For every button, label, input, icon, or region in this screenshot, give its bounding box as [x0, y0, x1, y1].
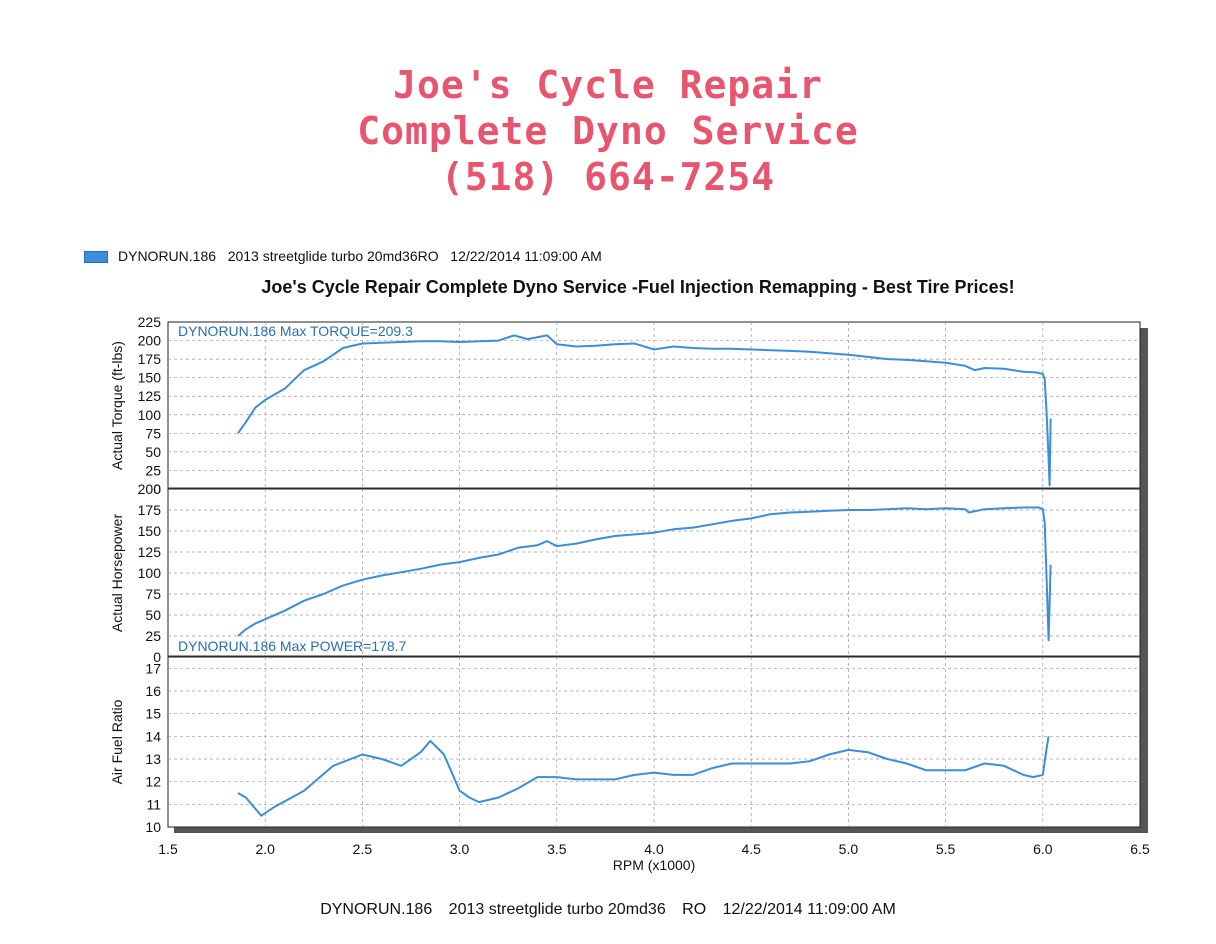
chart-shadow-bottom [174, 827, 1148, 833]
x-tick-label: 6.5 [1130, 841, 1150, 857]
chart-title: Joe's Cycle Repair Complete Dyno Service… [261, 277, 1015, 297]
shop-service: Complete Dyno Service [357, 109, 859, 153]
y-tick-label: 125 [138, 544, 162, 560]
series-line [237, 506, 1052, 642]
y-tick-label: 75 [145, 425, 161, 441]
shop-phone: (518) 664-7254 [440, 155, 776, 199]
y-tick-label: 175 [138, 502, 162, 518]
footer-run: DYNORUN.186 [320, 901, 433, 918]
y-tick-label: 0 [153, 649, 161, 665]
series-line [237, 736, 1050, 817]
x-tick-label: 5.5 [936, 841, 956, 857]
shop-header: Joe's Cycle Repair Complete Dyno Service… [0, 62, 1216, 200]
y-axis-label: Actual Torque (ft-lbs) [109, 341, 125, 470]
y-axis-label: Air Fuel Ratio [109, 699, 125, 784]
x-axis-label: RPM (x1000) [613, 857, 695, 873]
x-tick-label: 3.0 [450, 841, 470, 857]
y-tick-label: 11 [146, 796, 161, 812]
x-tick-label: 5.0 [839, 841, 859, 857]
y-axis-label: Actual Horsepower [109, 514, 125, 633]
legend-run: DYNORUN.186 [118, 248, 217, 264]
y-tick-label: 50 [145, 607, 161, 623]
x-tick-label: 4.5 [741, 841, 761, 857]
y-tick-label: 150 [138, 370, 162, 386]
footer: DYNORUN.186 2013 streetglide turbo 20md3… [0, 901, 1216, 919]
legend-desc: 2013 streetglide turbo 20md36RO [227, 248, 439, 264]
y-tick-label: 200 [138, 333, 162, 349]
y-tick-label: 25 [145, 462, 161, 478]
y-tick-label: 150 [138, 523, 162, 539]
y-tick-label: 100 [138, 407, 162, 423]
panel-annotation: DYNORUN.186 Max TORQUE=209.3 [178, 323, 413, 339]
y-tick-label: 100 [138, 565, 162, 581]
x-tick-label: 4.0 [644, 841, 664, 857]
y-tick-label: 50 [145, 444, 161, 460]
footer-code: RO [682, 901, 707, 918]
series-line [237, 334, 1052, 487]
y-tick-label: 25 [145, 628, 161, 644]
chart-shadow-right [1140, 328, 1148, 833]
x-tick-label: 3.5 [547, 841, 567, 857]
x-tick-label: 2.0 [255, 841, 275, 857]
legend-swatch-icon [84, 251, 108, 264]
y-tick-label: 125 [138, 388, 162, 404]
y-tick-label: 13 [145, 751, 161, 767]
y-tick-label: 225 [138, 314, 162, 330]
legend-datetime: 12/22/2014 11:09:00 AM [450, 248, 602, 264]
legend: DYNORUN.186 2013 streetglide turbo 20md3… [84, 248, 602, 264]
y-tick-label: 16 [145, 683, 161, 699]
x-tick-label: 6.0 [1033, 841, 1053, 857]
y-tick-label: 15 [145, 706, 161, 722]
y-tick-label: 75 [145, 586, 161, 602]
y-tick-label: 14 [145, 728, 161, 744]
y-tick-label: 17 [145, 660, 161, 676]
y-tick-label: 175 [138, 351, 162, 367]
y-tick-label: 12 [145, 774, 161, 790]
footer-datetime: 12/22/2014 11:09:00 AM [722, 901, 896, 918]
y-tick-label: 200 [138, 481, 162, 497]
panel-annotation: DYNORUN.186 Max POWER=178.7 [178, 638, 407, 654]
x-tick-label: 2.5 [353, 841, 373, 857]
y-tick-label: 10 [145, 819, 161, 835]
footer-desc: 2013 streetglide turbo 20md36 [448, 901, 666, 918]
shop-name: Joe's Cycle Repair [393, 63, 823, 107]
x-tick-label: 1.5 [158, 841, 178, 857]
y-tick-label: 0 [153, 481, 161, 497]
